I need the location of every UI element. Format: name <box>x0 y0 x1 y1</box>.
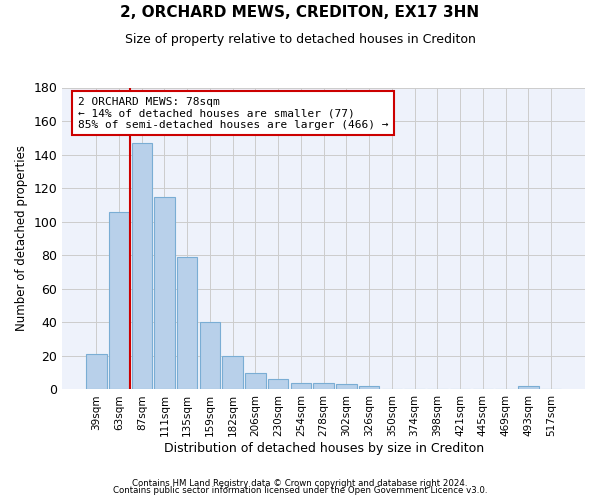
Bar <box>109 212 129 390</box>
Bar <box>518 386 539 390</box>
Bar <box>290 382 311 390</box>
Bar <box>313 382 334 390</box>
Bar <box>131 143 152 390</box>
Text: Contains public sector information licensed under the Open Government Licence v3: Contains public sector information licen… <box>113 486 487 495</box>
Text: 2, ORCHARD MEWS, CREDITON, EX17 3HN: 2, ORCHARD MEWS, CREDITON, EX17 3HN <box>121 5 479 20</box>
Bar <box>359 386 379 390</box>
Text: Size of property relative to detached houses in Crediton: Size of property relative to detached ho… <box>125 32 475 46</box>
Bar <box>86 354 107 390</box>
Bar <box>223 356 243 390</box>
Bar <box>336 384 356 390</box>
Text: 2 ORCHARD MEWS: 78sqm
← 14% of detached houses are smaller (77)
85% of semi-deta: 2 ORCHARD MEWS: 78sqm ← 14% of detached … <box>78 96 388 130</box>
Bar <box>200 322 220 390</box>
Y-axis label: Number of detached properties: Number of detached properties <box>15 146 28 332</box>
X-axis label: Distribution of detached houses by size in Crediton: Distribution of detached houses by size … <box>164 442 484 455</box>
Bar <box>177 257 197 390</box>
Bar <box>245 372 266 390</box>
Bar <box>268 380 289 390</box>
Bar <box>154 196 175 390</box>
Text: Contains HM Land Registry data © Crown copyright and database right 2024.: Contains HM Land Registry data © Crown c… <box>132 478 468 488</box>
